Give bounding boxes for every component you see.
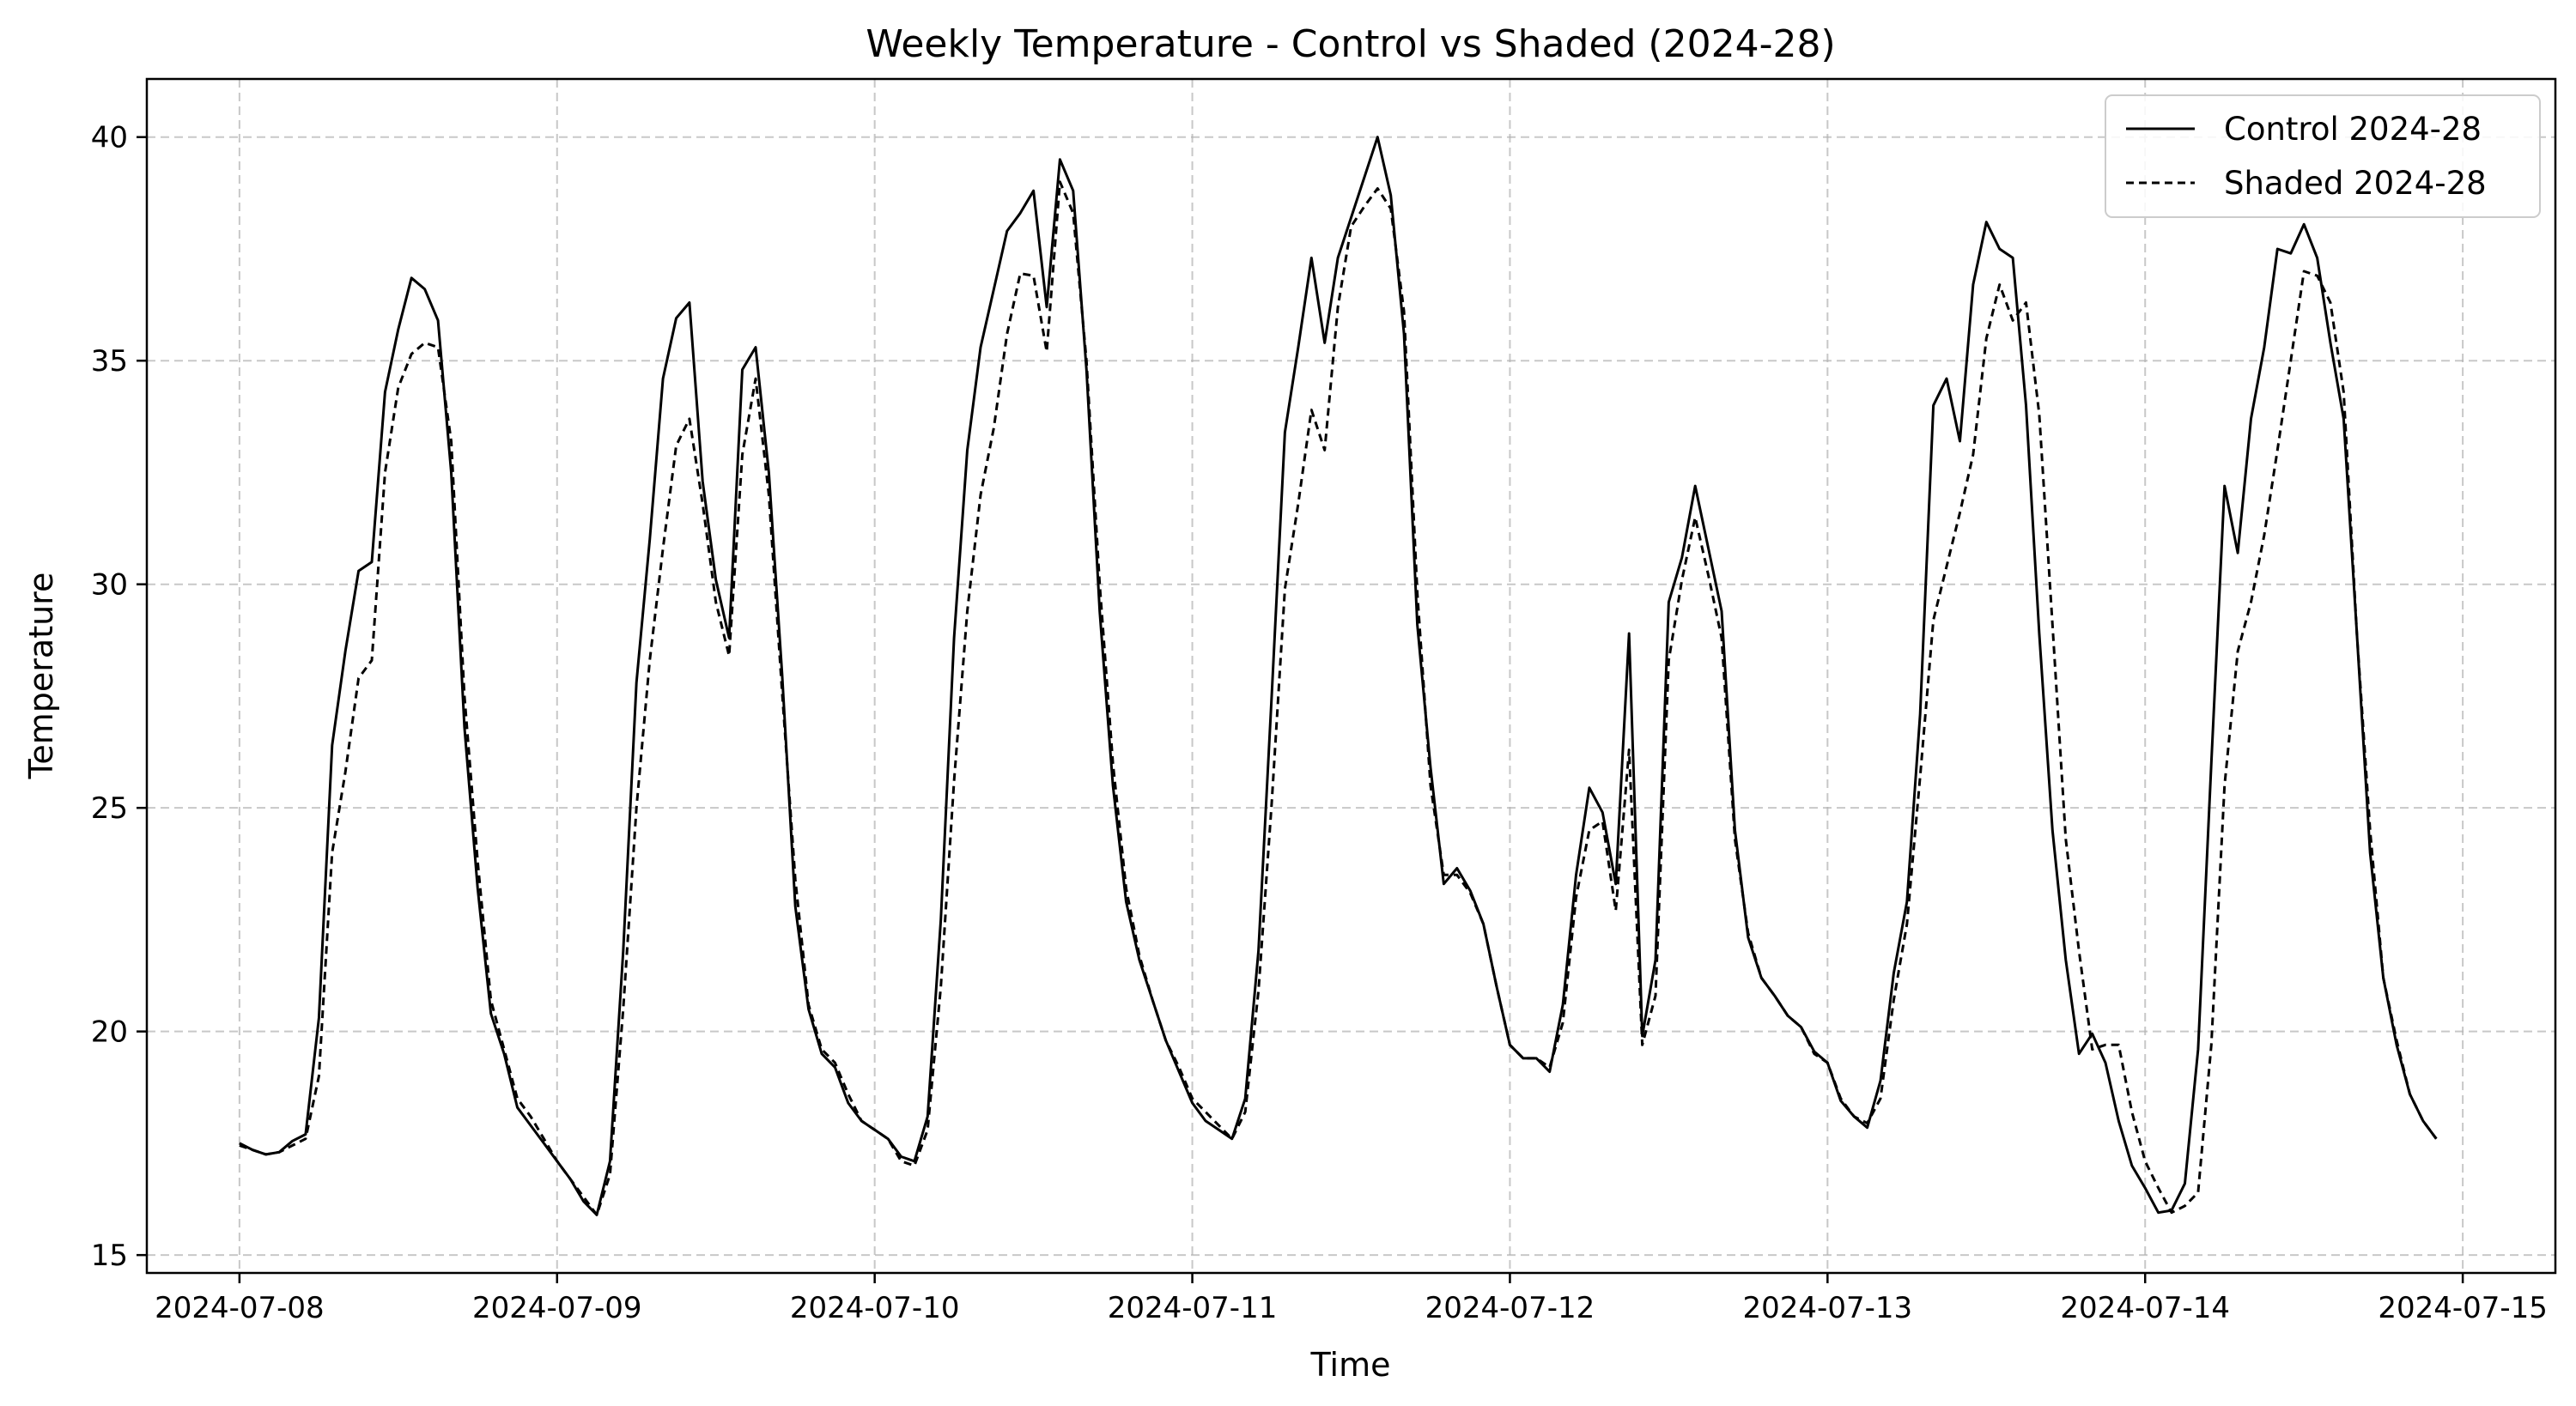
y-tick-label: 15 xyxy=(91,1239,128,1273)
x-tick-label: 2024-07-09 xyxy=(472,1291,642,1325)
series-lines xyxy=(239,136,2438,1216)
legend-label-control: Control 2024-28 xyxy=(2224,111,2482,148)
legend-label-shaded: Shaded 2024-28 xyxy=(2224,165,2487,202)
x-tick-label: 2024-07-12 xyxy=(1425,1291,1595,1325)
x-tick-label: 2024-07-15 xyxy=(2378,1291,2548,1325)
x-tick-label: 2024-07-13 xyxy=(1743,1291,1913,1325)
y-tick-label: 35 xyxy=(91,344,128,379)
legend: Control 2024-28 Shaded 2024-28 xyxy=(2105,94,2541,218)
x-tick-label: 2024-07-14 xyxy=(2060,1291,2230,1325)
shaded-series-line xyxy=(239,180,2438,1216)
y-tick-label: 30 xyxy=(91,568,128,603)
x-tick-label: 2024-07-10 xyxy=(790,1291,960,1325)
x-tick-label: 2024-07-11 xyxy=(1108,1291,1278,1325)
y-tick-label: 20 xyxy=(91,1015,128,1050)
control-series-line xyxy=(239,136,2438,1216)
y-tick-label: 40 xyxy=(91,121,128,155)
chart-title: Weekly Temperature - Control vs Shaded (… xyxy=(866,22,1835,66)
x-axis-label: Time xyxy=(1310,1346,1391,1384)
axis-ticks: 2024-07-08 2024-07-09 2024-07-10 2024-07-11… xyxy=(91,121,2548,1325)
x-tick-label: 2024-07-08 xyxy=(155,1291,325,1325)
legend-box xyxy=(2105,94,2541,218)
plot-frame xyxy=(145,77,2557,1275)
y-tick-label: 25 xyxy=(91,791,128,826)
y-axis-label: Temperature xyxy=(22,573,60,780)
